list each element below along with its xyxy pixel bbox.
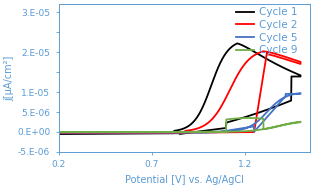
Cycle 9 (57, 131, 60, 133)
Cycle 1 (57, 133, 60, 135)
Cycle 9 (276, 125, 279, 127)
Cycle 9 (246, 117, 250, 119)
Cycle 5 (299, 92, 302, 94)
Cycle 5 (276, 101, 279, 103)
Cycle 2 (276, 53, 280, 56)
Cycle 9 (66, 131, 69, 133)
Cycle 1 (207, 129, 211, 131)
Cycle 2 (207, 131, 211, 134)
Cycle 5 (293, 93, 297, 95)
Cycle 2 (57, 132, 60, 134)
Cycle 2 (261, 50, 265, 52)
Cycle 5 (88, 131, 91, 133)
Line: Cycle 1: Cycle 1 (58, 43, 300, 134)
Cycle 5 (143, 131, 147, 133)
Cycle 1 (66, 132, 69, 134)
Line: Cycle 5: Cycle 5 (58, 93, 300, 132)
Cycle 5 (207, 131, 211, 133)
Cycle 5 (66, 131, 69, 133)
Cycle 9 (57, 131, 60, 133)
Legend: Cycle 1, Cycle 2, Cycle 5, Cycle 9: Cycle 1, Cycle 2, Cycle 5, Cycle 9 (235, 6, 298, 56)
Cycle 1 (276, 64, 280, 66)
Cycle 1 (143, 132, 147, 134)
Cycle 2 (66, 132, 69, 134)
Cycle 9 (293, 122, 297, 124)
Cycle 9 (88, 131, 91, 133)
Cycle 1 (293, 75, 297, 78)
Cycle 5 (57, 131, 60, 133)
X-axis label: Potential [V] vs. Ag/AgCl: Potential [V] vs. Ag/AgCl (125, 175, 244, 185)
Line: Cycle 9: Cycle 9 (58, 118, 300, 132)
Y-axis label: j[μA/cm²]: j[μA/cm²] (4, 55, 14, 101)
Cycle 1 (88, 133, 91, 135)
Cycle 2 (57, 132, 60, 134)
Cycle 5 (57, 131, 60, 133)
Cycle 2 (143, 132, 147, 134)
Cycle 1 (235, 42, 239, 45)
Cycle 9 (207, 131, 211, 133)
Line: Cycle 2: Cycle 2 (58, 51, 300, 133)
Cycle 1 (57, 132, 60, 134)
Cycle 2 (88, 132, 91, 134)
Cycle 9 (143, 131, 147, 133)
Cycle 2 (293, 61, 297, 63)
